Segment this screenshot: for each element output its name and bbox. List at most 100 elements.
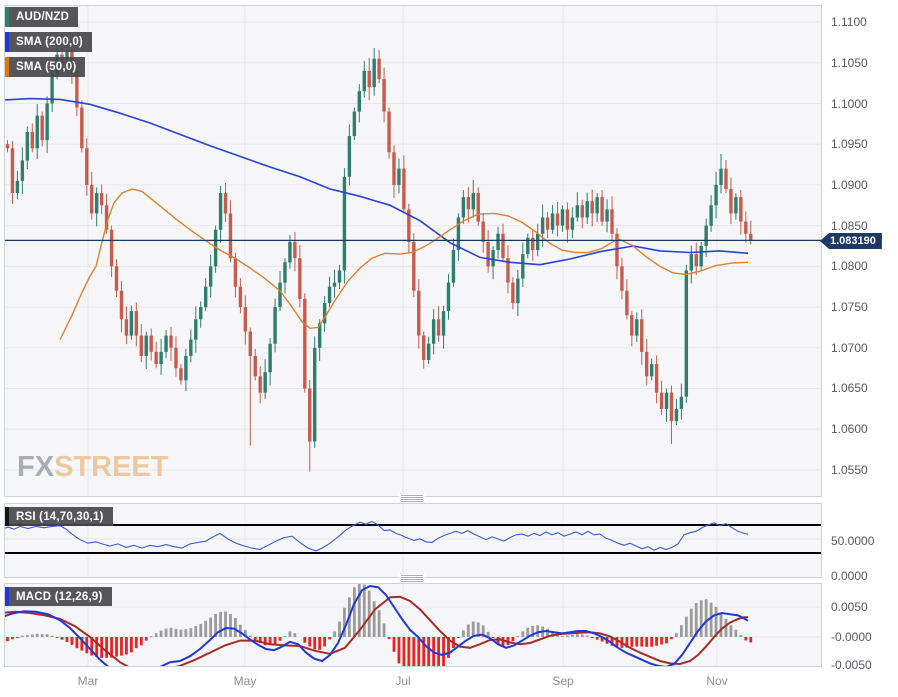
- candle-body: [164, 335, 168, 352]
- histogram-bar: [253, 637, 257, 641]
- price-chart-canvas[interactable]: [5, 6, 821, 496]
- histogram-bar: [670, 637, 673, 640]
- candle-body: [273, 307, 277, 344]
- histogram-bar: [466, 624, 470, 637]
- candle-body: [605, 209, 609, 222]
- candle-body: [382, 79, 386, 112]
- price-tick-label: 1.0550: [831, 463, 868, 477]
- candle-body: [80, 107, 84, 149]
- candle-body: [610, 209, 614, 234]
- histogram-bar: [199, 623, 203, 637]
- histogram-bar: [526, 627, 530, 637]
- histogram-bar: [159, 630, 163, 637]
- legend-item-sma50[interactable]: SMA (50,0): [5, 57, 86, 77]
- histogram-bar: [595, 637, 599, 640]
- histogram-bar: [699, 600, 703, 637]
- histogram-bar: [303, 637, 307, 643]
- histogram-bar: [338, 621, 341, 637]
- histogram-bar: [556, 634, 559, 637]
- macd-chart-canvas[interactable]: [5, 584, 821, 666]
- macd-tick-label: 0.0050: [831, 600, 868, 614]
- histogram-bar: [739, 635, 743, 637]
- histogram-bar: [437, 637, 440, 666]
- candle-body: [233, 258, 238, 287]
- candle-body: [94, 193, 99, 214]
- histogram-bar: [273, 637, 277, 645]
- legend-label-sma50: SMA (50,0): [9, 57, 86, 77]
- candle-body: [446, 282, 451, 312]
- candle-body: [749, 233, 753, 241]
- candle-body: [664, 392, 669, 409]
- histogram-bar: [442, 637, 445, 666]
- histogram-bar: [35, 633, 39, 637]
- histogram-bar: [496, 637, 500, 645]
- candle-body: [640, 319, 644, 352]
- candle-body: [595, 197, 599, 214]
- legend-item-audnzd[interactable]: AUD/NZD: [5, 7, 79, 27]
- price-tick-label: 1.0700: [831, 341, 868, 355]
- histogram-bar: [536, 625, 540, 637]
- candle-body: [585, 201, 589, 218]
- legend-item-macd[interactable]: MACD (12,26,9): [5, 587, 112, 606]
- candle-body: [739, 197, 743, 222]
- histogram-bar: [714, 606, 718, 637]
- x-axis-month-label: Mar: [77, 674, 99, 688]
- candle-body: [540, 217, 545, 234]
- candle-body: [303, 298, 307, 389]
- candle-body: [154, 351, 158, 365]
- histogram-bar: [590, 637, 594, 638]
- histogram-bar: [278, 637, 282, 641]
- candle-body: [5, 144, 10, 149]
- candle-body: [189, 339, 193, 356]
- candle-body: [486, 241, 490, 267]
- candle-body: [238, 286, 243, 308]
- histogram-bar: [367, 590, 371, 637]
- histogram-bar: [635, 637, 639, 647]
- candle-body: [263, 372, 267, 393]
- candle-body: [392, 152, 396, 185]
- candle-body: [10, 148, 15, 194]
- panel-resize-handle[interactable]: [399, 494, 425, 503]
- histogram-bar: [516, 635, 520, 637]
- candle-body: [159, 351, 163, 365]
- candle-body: [258, 376, 262, 393]
- candle-body: [511, 282, 515, 304]
- rsi-tick-label: 0.0000: [831, 569, 868, 583]
- histogram-bar: [630, 637, 634, 647]
- x-axis-month-label: May: [233, 674, 257, 688]
- candle-body: [669, 392, 674, 422]
- candle-body: [194, 319, 198, 340]
- histogram-bar: [139, 637, 143, 646]
- candle-body: [659, 392, 664, 409]
- candle-body: [308, 388, 312, 442]
- histogram-bar: [511, 637, 515, 642]
- panel-resize-handle[interactable]: [399, 574, 425, 583]
- watermark-street-text: STREET: [54, 451, 169, 483]
- candle-body: [342, 176, 347, 271]
- histogram-bar: [655, 637, 659, 646]
- candle-body: [149, 335, 153, 352]
- rsi-chart-canvas[interactable]: [5, 504, 821, 577]
- candle-body: [580, 205, 584, 218]
- candle-body: [431, 319, 436, 344]
- candle-body: [466, 197, 471, 210]
- candle-body: [531, 237, 535, 251]
- candle-body: [545, 217, 550, 230]
- histogram-bar: [45, 634, 49, 637]
- candle-body: [426, 343, 431, 361]
- price-tick-label: 1.0750: [831, 300, 868, 314]
- histogram-bar: [343, 607, 346, 637]
- histogram-bar: [362, 584, 366, 637]
- legend-item-sma200[interactable]: SMA (200,0): [5, 32, 92, 52]
- histogram-bar: [40, 634, 44, 637]
- candle-body: [506, 258, 510, 283]
- histogram-bar: [412, 637, 416, 666]
- candle-body: [20, 160, 25, 181]
- histogram-bar: [189, 628, 193, 637]
- histogram-bar: [95, 637, 99, 658]
- candle-body: [417, 290, 421, 336]
- candle-body: [724, 168, 728, 189]
- histogram-bar: [293, 633, 297, 637]
- legend-item-rsi[interactable]: RSI (14,70,30,1): [5, 507, 113, 526]
- candle-body: [208, 266, 213, 287]
